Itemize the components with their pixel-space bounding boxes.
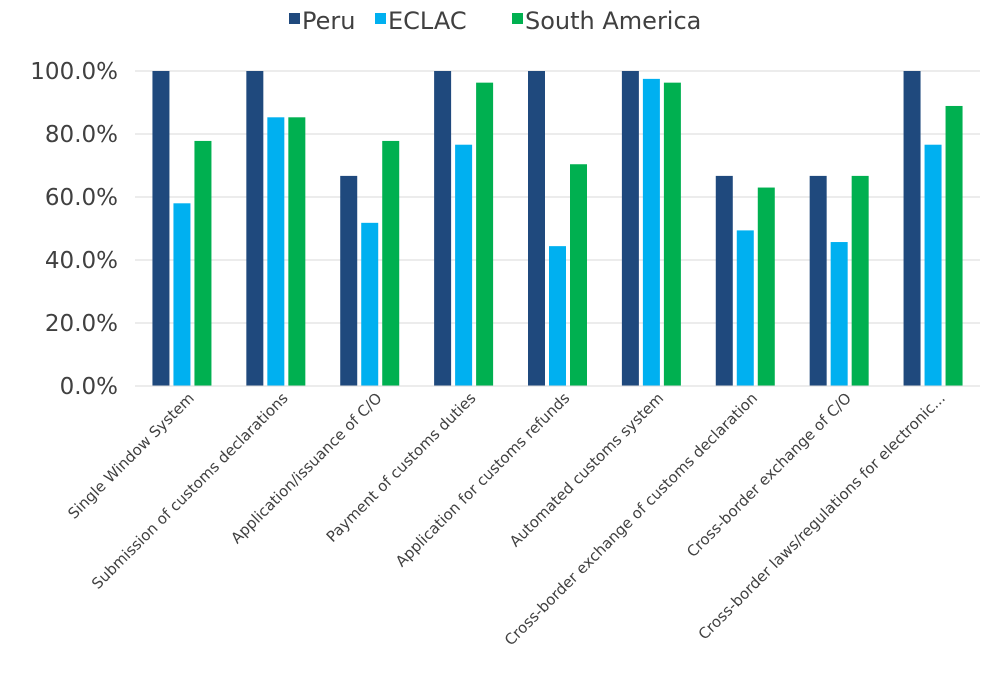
- legend-swatch: [512, 13, 523, 24]
- bar-peru: [621, 71, 639, 386]
- bar-eclac: [549, 246, 566, 386]
- y-tick-label: 60.0%: [45, 185, 118, 211]
- bar-south-america: [945, 105, 963, 386]
- bar-south-america: [570, 164, 587, 386]
- y-tick-label: 0.0%: [60, 374, 118, 400]
- bar-peru: [434, 71, 452, 386]
- legend-label: ECLAC: [388, 7, 467, 35]
- bar-eclac: [642, 78, 660, 386]
- bar-south-america: [194, 140, 212, 386]
- bar-peru: [340, 175, 358, 386]
- bar-south-america: [757, 187, 775, 386]
- y-tick-label: 40.0%: [45, 248, 118, 274]
- bar-eclac: [361, 222, 379, 386]
- x-tick-label: Application for customs refunds: [392, 389, 573, 570]
- bar-peru: [903, 71, 921, 386]
- legend-swatch: [375, 13, 386, 24]
- bar-peru: [246, 71, 264, 386]
- bar-south-america: [851, 175, 869, 386]
- legend-label: South America: [525, 7, 701, 35]
- bar-south-america: [476, 82, 494, 386]
- bar-peru: [809, 175, 827, 386]
- legend-swatch: [289, 13, 300, 24]
- x-tick-label: Automated customs system: [506, 389, 667, 550]
- y-tick-label: 100.0%: [30, 59, 118, 85]
- x-tick-label: Payment of customs duties: [323, 389, 480, 546]
- bars: [152, 71, 963, 387]
- bar-south-america: [663, 82, 681, 386]
- bar-eclac: [455, 144, 473, 386]
- bar-south-america: [382, 140, 400, 386]
- x-tick-label: Cross-border exchange of C/O: [683, 389, 855, 561]
- bar-eclac: [830, 242, 848, 386]
- legend-label: Peru: [302, 7, 355, 35]
- bar-eclac: [173, 203, 191, 386]
- x-tick-label: Submission of customs declarations: [88, 389, 292, 593]
- y-tick-label: 20.0%: [45, 311, 118, 337]
- bar-peru: [152, 71, 170, 386]
- bar-south-america: [288, 117, 306, 387]
- bar-eclac: [924, 144, 942, 386]
- legend: Peru ECLAC South America: [289, 7, 701, 35]
- y-axis-tick-labels: 0.0% 20.0% 40.0% 60.0% 80.0% 100.0%: [30, 59, 118, 400]
- bar-peru: [528, 71, 545, 386]
- bar-peru: [715, 175, 733, 386]
- bar-eclac: [267, 117, 285, 387]
- bar-eclac: [736, 230, 754, 386]
- x-tick-label: Application/issuance of C/O: [227, 389, 385, 547]
- y-tick-label: 80.0%: [45, 122, 118, 148]
